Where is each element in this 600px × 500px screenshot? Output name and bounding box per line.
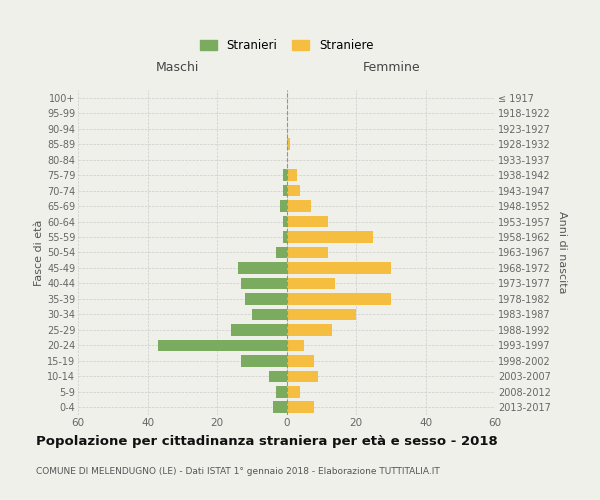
Bar: [287, 278, 335, 289]
Bar: [283, 185, 287, 196]
Bar: [158, 340, 287, 351]
Bar: [287, 170, 297, 181]
Bar: [252, 308, 287, 320]
Bar: [287, 293, 391, 304]
Bar: [231, 324, 287, 336]
Text: Popolazione per cittadinanza straniera per età e sesso - 2018: Popolazione per cittadinanza straniera p…: [36, 435, 498, 448]
Bar: [287, 185, 301, 196]
Bar: [287, 402, 314, 413]
Bar: [245, 293, 287, 304]
Bar: [287, 216, 328, 228]
Bar: [241, 355, 287, 366]
Bar: [287, 138, 290, 150]
Bar: [276, 246, 287, 258]
Bar: [283, 170, 287, 181]
Bar: [238, 262, 287, 274]
Bar: [287, 308, 356, 320]
Bar: [269, 370, 287, 382]
Bar: [287, 200, 311, 212]
Y-axis label: Fasce di età: Fasce di età: [34, 220, 44, 286]
Text: COMUNE DI MELENDUGNO (LE) - Dati ISTAT 1° gennaio 2018 - Elaborazione TUTTITALIA: COMUNE DI MELENDUGNO (LE) - Dati ISTAT 1…: [36, 468, 440, 476]
Bar: [287, 386, 301, 398]
Bar: [287, 340, 304, 351]
Bar: [280, 200, 287, 212]
Bar: [276, 386, 287, 398]
Bar: [241, 278, 287, 289]
Bar: [283, 231, 287, 243]
Bar: [287, 324, 332, 336]
Bar: [287, 262, 391, 274]
Bar: [287, 231, 373, 243]
Y-axis label: Anni di nascita: Anni di nascita: [557, 211, 568, 294]
Legend: Stranieri, Straniere: Stranieri, Straniere: [195, 34, 378, 56]
Bar: [287, 246, 328, 258]
Bar: [287, 355, 314, 366]
Text: Femmine: Femmine: [362, 61, 420, 74]
Bar: [283, 216, 287, 228]
Bar: [272, 402, 287, 413]
Bar: [287, 370, 318, 382]
Text: Maschi: Maschi: [155, 61, 199, 74]
